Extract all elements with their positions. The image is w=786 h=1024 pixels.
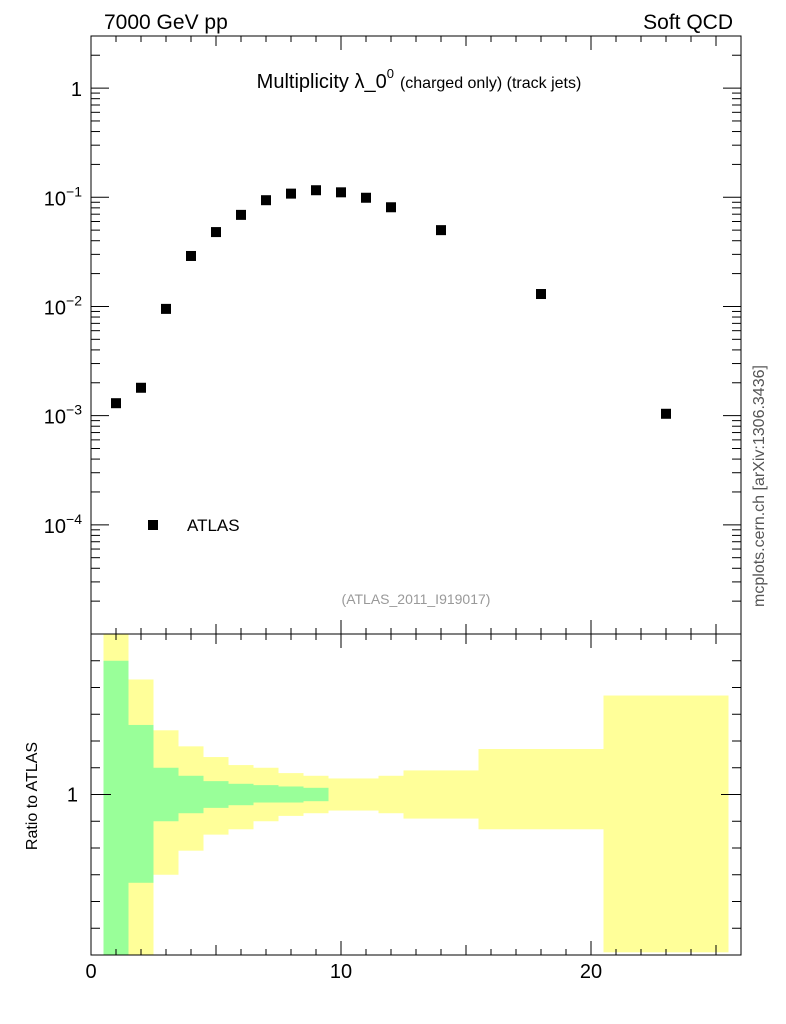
chart-title-suffix: (charged only) (track jets) bbox=[400, 75, 581, 92]
header-right-label: Soft QCD bbox=[643, 11, 733, 34]
y-tick-label-base: 10 bbox=[44, 188, 66, 210]
statistical-uncertainty-bin bbox=[278, 786, 304, 803]
statistical-uncertainty-bin bbox=[303, 787, 329, 802]
data-point bbox=[111, 398, 121, 409]
total-uncertainty-bin bbox=[353, 778, 379, 811]
main-data-points bbox=[111, 185, 671, 419]
y-tick-label-base: 10 bbox=[44, 297, 66, 319]
statistical-uncertainty-bin bbox=[253, 785, 279, 803]
x-tick-label: 0 bbox=[85, 961, 96, 983]
data-point bbox=[186, 250, 196, 261]
legend-marker-atlas bbox=[148, 520, 158, 530]
main-plot-frame bbox=[90, 35, 742, 635]
data-point bbox=[336, 187, 346, 198]
data-point bbox=[311, 185, 321, 196]
y-tick-label-base: 1 bbox=[71, 79, 82, 101]
total-uncertainty-bin bbox=[328, 778, 354, 811]
chart-title-main: Multiplicity λ_0 bbox=[257, 71, 387, 93]
ratio-bands bbox=[103, 634, 729, 955]
data-point bbox=[286, 188, 296, 199]
y-tick-label: 10−2 bbox=[44, 292, 82, 319]
statistical-uncertainty-bin bbox=[128, 724, 154, 883]
y-tick-label-exponent: −4 bbox=[66, 511, 82, 527]
y-tick-label: 1 bbox=[71, 79, 82, 101]
x-tick-label: 20 bbox=[580, 961, 602, 983]
y-tick-label-exponent: −1 bbox=[66, 183, 82, 199]
statistical-uncertainty-bin bbox=[178, 775, 204, 814]
y-tick-label: 10−4 bbox=[44, 511, 82, 538]
total-uncertainty-bin bbox=[378, 775, 404, 814]
analysis-watermark: (ATLAS_2011_I919017) bbox=[342, 591, 491, 607]
y-tick-label-base: 10 bbox=[44, 407, 66, 429]
header-left-label: 7000 GeV pp bbox=[104, 11, 228, 34]
y-tick-label: 10−3 bbox=[44, 402, 82, 429]
statistical-uncertainty-bin bbox=[103, 660, 129, 955]
data-point bbox=[161, 303, 171, 314]
side-source-label: mcplots.cern.ch [arXiv:1306.3436] bbox=[751, 365, 768, 607]
data-point bbox=[361, 192, 371, 203]
y-tick-label: 10−1 bbox=[44, 183, 82, 210]
data-point bbox=[436, 225, 446, 236]
statistical-uncertainty-bin bbox=[203, 781, 229, 808]
data-point bbox=[136, 382, 146, 393]
ratio-y-tick-label: 1 bbox=[67, 785, 78, 807]
data-point bbox=[236, 209, 246, 220]
x-tick-label: 10 bbox=[330, 961, 352, 983]
data-point bbox=[211, 227, 221, 238]
y-tick-label-base: 10 bbox=[44, 516, 66, 538]
statistical-uncertainty-bin bbox=[228, 783, 254, 806]
total-uncertainty-bin bbox=[403, 770, 479, 819]
legend-label-atlas: ATLAS bbox=[187, 516, 240, 535]
y-tick-label-exponent: −2 bbox=[66, 292, 82, 308]
ratio-axis-title: Ratio to ATLAS bbox=[24, 742, 41, 850]
total-uncertainty-bin bbox=[478, 749, 604, 830]
data-point bbox=[661, 408, 671, 419]
data-point bbox=[386, 202, 396, 213]
statistical-uncertainty-bin bbox=[153, 767, 179, 822]
total-uncertainty-bin bbox=[603, 695, 729, 953]
data-point bbox=[536, 289, 546, 300]
y-tick-label-exponent: −3 bbox=[66, 402, 82, 418]
chart-title-superscript: 0 bbox=[387, 66, 394, 81]
data-point bbox=[261, 195, 271, 206]
chart-title: Multiplicity λ_00 (charged only) (track j… bbox=[257, 66, 582, 93]
